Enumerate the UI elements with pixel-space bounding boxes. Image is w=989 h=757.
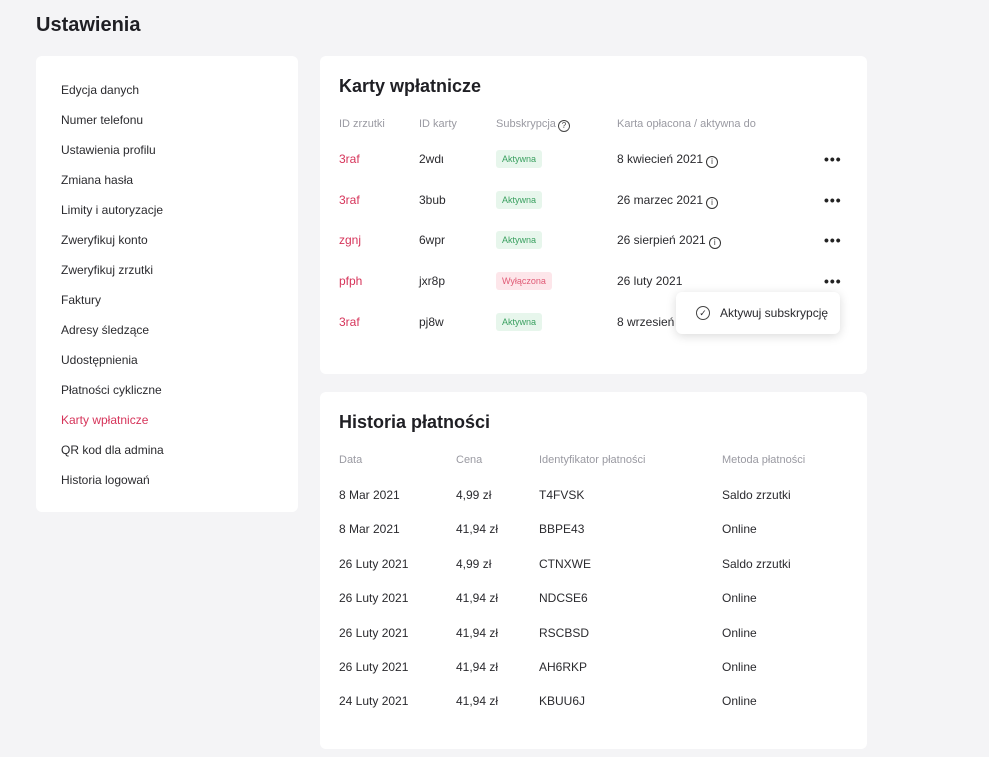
card-row-date-text: 26 marzec 2021 <box>617 193 704 207</box>
card-row-id-zrzutki[interactable]: 3raf <box>339 193 360 207</box>
history-row-cena: 4,99 zł <box>456 557 492 571</box>
more-dots-icon[interactable]: ••• <box>824 273 842 289</box>
history-title: Historia płatności <box>339 412 491 432</box>
card-row-date: 26 marzec 2021 i <box>617 193 719 209</box>
sidebar-item-udostepnienia[interactable]: Udostępnienia <box>61 353 138 367</box>
sidebar-item-adresy-sledzace[interactable]: Adresy śledzące <box>61 323 150 337</box>
header-id-karty: ID karty <box>419 118 457 130</box>
check-circle-icon: ✓ <box>696 306 710 320</box>
card-row-id-karty: 3bub <box>419 193 446 207</box>
more-dots-icon[interactable]: ••• <box>824 232 842 248</box>
history-row-data: 24 Luty 2021 <box>339 694 409 708</box>
history-row-cena: 41,94 zł <box>456 694 499 708</box>
history-row-cena: 41,94 zł <box>456 660 499 674</box>
history-row-id: CTNXWE <box>539 557 591 571</box>
history-row-metoda: Online <box>722 626 757 640</box>
info-icon[interactable]: i <box>706 156 719 168</box>
history-row-id: NDCSE6 <box>539 591 588 605</box>
header-oplacona: Karta opłacona / aktywna do <box>617 118 756 130</box>
history-row-data: 26 Luty 2021 <box>339 626 409 640</box>
sidebar-item-zmiana-hasla[interactable]: Zmiana hasła <box>61 173 134 187</box>
history-row-data: 8 Mar 2021 <box>339 522 400 536</box>
status-badge: Aktywna <box>496 231 543 249</box>
header-metoda: Metoda płatności <box>722 454 806 466</box>
card-row-id-karty: 6wpr <box>419 233 446 247</box>
sidebar-item-platnosci-cykliczne[interactable]: Płatności cykliczne <box>61 383 162 397</box>
sidebar-item-numer-telefonu[interactable]: Numer telefonu <box>61 113 144 127</box>
cards-panel: Karty wpłatnicze ID zrzutki ID karty Sub… <box>320 56 867 374</box>
history-row-id: AH6RKP <box>539 660 588 674</box>
card-row-date-text: 26 sierpień 2021 <box>617 233 706 247</box>
status-badge: Aktywna <box>496 150 543 168</box>
sidebar-item-zweryfikuj-zrzutki[interactable]: Zweryfikuj zrzutki <box>61 263 154 277</box>
header-cena: Cena <box>456 454 483 466</box>
history-row-id: T4FVSK <box>539 488 585 502</box>
history-row-id: KBUU6J <box>539 694 586 708</box>
history-row-data: 8 Mar 2021 <box>339 488 400 502</box>
header-id-zrzutki: ID zrzutki <box>339 118 385 130</box>
info-icon[interactable]: i <box>706 197 719 209</box>
card-row-id-zrzutki[interactable]: zgnj <box>339 233 362 247</box>
sidebar-item-ustawienia-profilu[interactable]: Ustawienia profilu <box>61 143 156 157</box>
card-row-id-karty: pj8w <box>419 315 444 329</box>
page-title: Ustawienia <box>36 14 141 36</box>
header-subskrypcja: Subskrypcja? <box>496 118 570 132</box>
history-row-metoda: Online <box>722 694 757 708</box>
card-row-date: 26 sierpień 2021 i <box>617 233 721 249</box>
sidebar-item-historia-logowan[interactable]: Historia logowań <box>61 473 150 487</box>
history-row-id: RSCBSD <box>539 626 590 640</box>
cards-title: Karty wpłatnicze <box>339 76 482 96</box>
card-row-date: 26 luty 2021 <box>617 274 683 288</box>
more-dots-icon[interactable]: ••• <box>824 151 842 167</box>
question-icon[interactable]: ? <box>557 120 570 132</box>
activate-subscription-label: Aktywuj subskrypcję <box>720 306 829 320</box>
history-row-cena: 41,94 zł <box>456 626 499 640</box>
history-row-data: 26 Luty 2021 <box>339 660 409 674</box>
card-row-id-karty: jxr8p <box>419 274 446 288</box>
sidebar-item-faktury[interactable]: Faktury <box>61 293 102 307</box>
status-badge: Aktywna <box>496 191 543 209</box>
card-row-id-karty: 2wdι <box>419 152 444 166</box>
card-row-id-zrzutki[interactable]: 3raf <box>339 152 360 166</box>
history-row-metoda: Online <box>722 660 757 674</box>
card-row-date: 8 kwiecień 2021 i <box>617 152 719 168</box>
history-row-cena: 4,99 zł <box>456 488 492 502</box>
history-row-cena: 41,94 zł <box>456 522 499 536</box>
header-data: Data <box>339 454 363 466</box>
history-row-metoda: Online <box>722 591 757 605</box>
card-row-id-zrzutki[interactable]: 3raf <box>339 315 360 329</box>
header-identyfikator: Identyfikator płatności <box>539 454 646 466</box>
history-row-data: 26 Luty 2021 <box>339 591 409 605</box>
history-row-metoda: Online <box>722 522 757 536</box>
status-badge: Wyłączona <box>496 272 552 290</box>
card-row-date: 8 wrzesień <box>617 315 675 329</box>
history-row-data: 26 Luty 2021 <box>339 557 409 571</box>
settings-sidebar: Edycja danych Numer telefonu Ustawienia … <box>36 56 298 512</box>
history-panel: Historia płatności Data Cena Identyfikat… <box>320 392 867 749</box>
info-icon[interactable]: i <box>708 237 721 249</box>
sidebar-item-limity[interactable]: Limity i autoryzacje <box>61 203 164 217</box>
status-badge: Aktywna <box>496 313 543 331</box>
history-row-metoda: Saldo zrzutki <box>722 557 791 571</box>
sidebar-item-karty-wplatnicze[interactable]: Karty wpłatnicze <box>61 413 149 427</box>
card-row-date-text: 8 kwiecień 2021 <box>617 152 704 166</box>
history-row-id: BBPE43 <box>539 522 585 536</box>
activate-subscription-menu-item[interactable]: ✓ Aktywuj subskrypcję <box>676 292 840 334</box>
header-subskrypcja-label: Subskrypcja <box>496 118 556 130</box>
card-row-id-zrzutki[interactable]: pfph <box>339 274 363 288</box>
more-dots-icon[interactable]: ••• <box>824 192 842 208</box>
history-row-cena: 41,94 zł <box>456 591 499 605</box>
sidebar-item-qr-kod[interactable]: QR kod dla admina <box>61 443 164 457</box>
sidebar-item-edycja-danych[interactable]: Edycja danych <box>61 83 140 97</box>
sidebar-item-zweryfikuj-konto[interactable]: Zweryfikuj konto <box>61 233 148 247</box>
history-row-metoda: Saldo zrzutki <box>722 488 791 502</box>
